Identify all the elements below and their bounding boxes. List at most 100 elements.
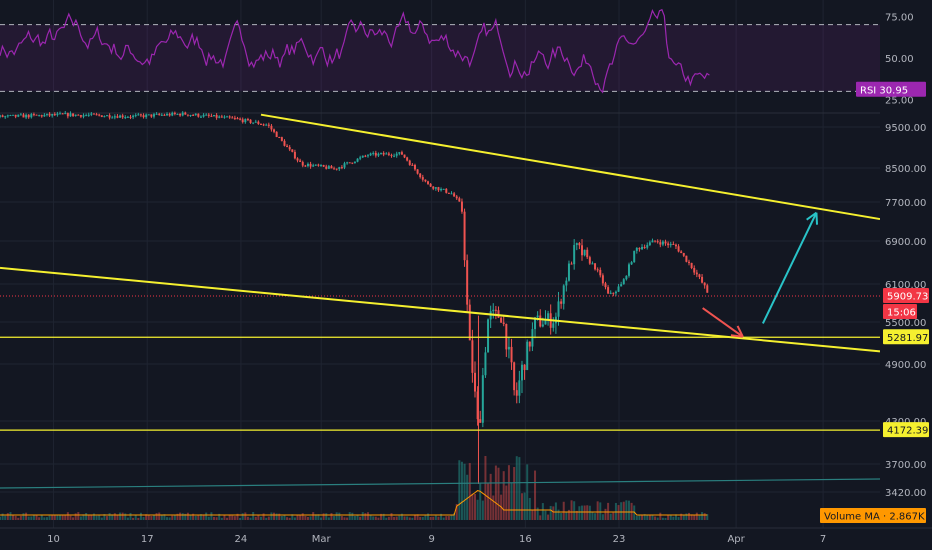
volume-bar — [403, 516, 406, 520]
candle-body — [656, 241, 659, 243]
candle-body — [599, 269, 602, 276]
volume-bar — [693, 515, 696, 520]
candle-body — [56, 113, 59, 116]
candle-body — [267, 124, 270, 126]
candle-body — [557, 301, 560, 317]
candle-body — [275, 131, 278, 138]
volume-bar — [395, 516, 398, 520]
volume-bar — [372, 516, 375, 520]
candle-body — [35, 114, 38, 116]
volume-bar — [246, 516, 249, 520]
candle-body — [179, 113, 182, 116]
volume-bar — [528, 497, 531, 520]
volume-bar — [507, 465, 510, 520]
candle-body — [612, 292, 615, 294]
volume-bar — [72, 517, 75, 520]
candle-body — [293, 151, 296, 159]
candle-body — [1, 115, 4, 117]
candle-body — [171, 112, 174, 116]
volume-bar — [137, 517, 140, 520]
trendline-1[interactable] — [260, 113, 881, 221]
candle-body — [296, 158, 299, 161]
candle-body — [672, 243, 675, 245]
trendline-2[interactable] — [0, 266, 881, 353]
candle-body — [526, 341, 529, 370]
price-axis[interactable]: 75.00 50.00 25.00 9500.00 8500.00 7700.00 6900… — [820, 0, 932, 550]
volume-bar — [424, 514, 427, 520]
volume-bar — [429, 516, 432, 520]
candle-body — [570, 263, 573, 265]
support-tag-1[interactable]: 5281.97 — [883, 329, 929, 345]
overlays[interactable] — [0, 113, 881, 489]
volume-bar — [442, 517, 445, 520]
candle-body — [152, 114, 155, 117]
rsi-panel[interactable] — [0, 8, 880, 94]
volume-bar — [124, 513, 127, 520]
volume-bar — [641, 514, 644, 520]
projection-arrow-up[interactable] — [761, 211, 819, 324]
volume-bar — [296, 515, 299, 520]
volume-bar — [575, 510, 578, 520]
candle-body — [447, 192, 450, 194]
current-price-tag-bg — [883, 288, 929, 304]
candle-body — [630, 262, 633, 265]
candle-body — [539, 315, 542, 327]
current-price-tag[interactable]: 5909.73 — [883, 288, 929, 304]
support-tag-2[interactable]: 4172.39 — [883, 422, 929, 438]
candle-body — [309, 163, 312, 167]
candlesticks[interactable] — [0, 110, 709, 484]
volume-bar — [197, 514, 200, 520]
volume-bar — [471, 493, 474, 520]
candle-body — [325, 166, 328, 169]
time-tick-6: 23 — [613, 534, 626, 545]
projection-arrow-down[interactable] — [702, 307, 744, 338]
candle-body — [150, 114, 153, 117]
candle-body — [484, 352, 487, 376]
candle-body — [166, 113, 169, 116]
candle-body — [147, 114, 150, 116]
rsi-value-tag[interactable]: RSI 30.95 — [856, 81, 926, 97]
volume-bar — [458, 460, 461, 520]
candle-body — [620, 284, 623, 287]
volume-bar — [249, 517, 252, 520]
volume-bar — [369, 515, 372, 520]
candle-body — [575, 243, 578, 246]
volume-bar — [239, 517, 242, 520]
volume-bar — [12, 515, 15, 520]
time-axis[interactable]: 10 17 24 Mar 9 16 23 Apr 7 — [0, 527, 932, 550]
candle-body — [460, 201, 463, 212]
volume-bar — [85, 513, 88, 520]
volume-bar — [1, 513, 4, 520]
candle-body — [129, 116, 132, 118]
candle-body — [434, 187, 437, 189]
volume-bar — [291, 514, 294, 520]
candle-body — [398, 152, 401, 154]
candle-body — [327, 166, 330, 169]
arrow-head-0 — [806, 211, 818, 221]
candle-body — [578, 243, 581, 246]
volume-bar — [685, 513, 688, 520]
volume-bar — [338, 512, 341, 520]
candle-body — [231, 117, 234, 119]
volume-bar — [215, 517, 218, 520]
candle-body — [249, 119, 252, 123]
volume-bar — [103, 514, 106, 520]
volume-bar — [40, 515, 43, 520]
volume-bar — [147, 514, 150, 520]
volume-ma-tag[interactable]: Volume MA · 2.867K — [820, 508, 926, 523]
volume-bar — [327, 517, 330, 520]
candle-body — [176, 113, 179, 115]
volume-bar — [502, 471, 505, 520]
countdown-tag[interactable]: 15:06 — [883, 304, 917, 320]
volume-bar — [604, 508, 607, 520]
volume-bar — [186, 512, 189, 520]
candle-body — [137, 114, 140, 116]
candle-body — [385, 153, 388, 155]
candle-body — [654, 240, 657, 242]
volume-bar — [364, 513, 367, 520]
candle-body — [299, 160, 302, 162]
volume-bar — [304, 515, 307, 520]
volume-bar — [599, 502, 602, 520]
candle-body — [479, 419, 482, 423]
